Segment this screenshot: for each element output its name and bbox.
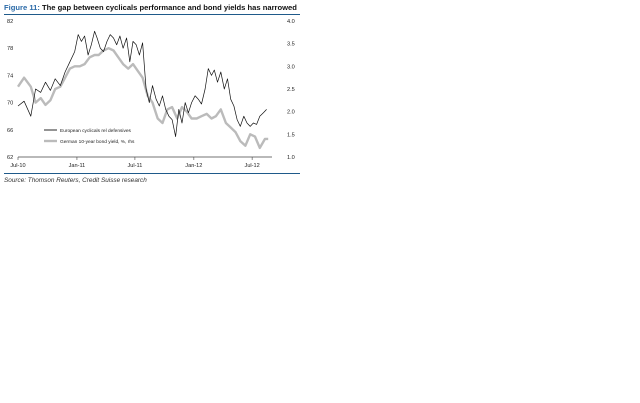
x-tick-label: Jul-10 — [10, 163, 25, 169]
legend-label: German 10-year bond yield, %, rhs — [60, 139, 135, 145]
source-note: Source: Thomson Reuters, Credit Suisse r… — [4, 177, 147, 184]
series-line-cyclicals — [17, 30, 267, 137]
right-tick-label: 2.0 — [287, 110, 295, 116]
chart: 62 66 70 74 78 82 1.0 1.5 2.0 2.5 3.0 3.5 4.0 Jul-10 J… — [7, 19, 295, 169]
x-tick-label: Jul-12 — [245, 163, 260, 169]
figure-number: Figure 11: — [4, 3, 40, 12]
x-tick-label: Jul-11 — [127, 163, 142, 169]
title-rule — [4, 14, 300, 15]
left-tick-label: 70 — [7, 101, 13, 107]
series-line-bond-yield — [17, 47, 269, 150]
left-tick-label: 74 — [7, 73, 13, 79]
right-tick-label: 4.0 — [287, 19, 295, 25]
right-tick-label: 2.5 — [287, 87, 295, 93]
figure-title: Figure 11: The gap between cyclicals per… — [4, 3, 297, 12]
left-tick-label: 78 — [7, 46, 13, 52]
x-tick-label: Jan-12 — [185, 163, 202, 169]
x-tick-label: Jan-11 — [69, 163, 86, 169]
legend-label: European cyclicals rel defensives — [60, 128, 132, 134]
right-tick-label: 3.0 — [287, 64, 295, 70]
bottom-rule — [4, 173, 300, 174]
right-tick-label: 3.5 — [287, 42, 295, 48]
right-tick-label: 1.0 — [287, 155, 295, 161]
left-tick-label: 66 — [7, 128, 13, 134]
left-tick-label: 82 — [7, 19, 13, 25]
left-tick-label: 62 — [7, 155, 13, 161]
figure-title-text: The gap between cyclicals performance an… — [42, 3, 297, 12]
right-tick-label: 1.5 — [287, 132, 295, 138]
